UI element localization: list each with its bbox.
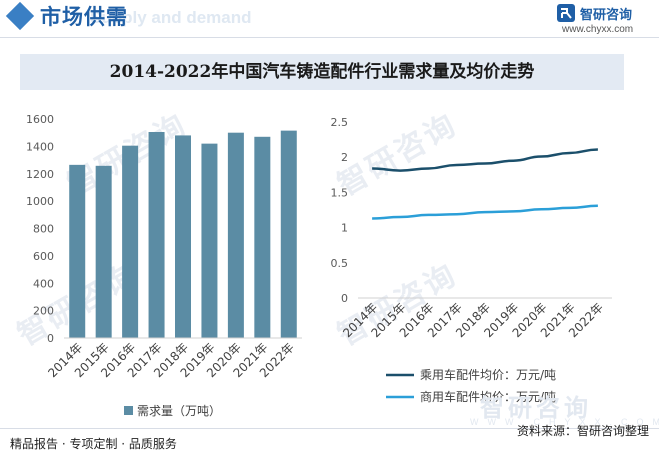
line-y-tick-label: 0 (341, 292, 348, 305)
page-section-title: 市场供需 (40, 5, 128, 29)
demand-bar (95, 165, 112, 338)
chart-title: 2014-2022年中国汽车铸造配件行业需求量及均价走势 (109, 62, 535, 82)
bar-y-tick-label: 800 (33, 223, 54, 236)
footer-watermark: 智研咨询 (480, 394, 592, 422)
demand-bar (254, 136, 271, 338)
price-line-chart: 00.511.522.52014年2015年2016年2017年2018年201… (331, 116, 612, 404)
line-legend-label: 商用车配件均价：万元/吨 (420, 389, 556, 404)
line-y-tick-label: 2 (341, 151, 348, 164)
brand-name: 智研咨询 (580, 8, 633, 23)
demand-bar (175, 135, 191, 338)
bar-legend-label: 需求量（万吨） (137, 404, 221, 418)
bar-y-tick-label: 600 (33, 250, 54, 263)
footer-divider (0, 428, 659, 429)
demand-bar-chart: 020040060080010001200140016002014年2015年2… (26, 113, 302, 418)
page-header: Supply and demand 市场供需 智研咨询 www.chyxx.co… (0, 0, 659, 40)
brand-logo-icon (557, 4, 575, 22)
brand-logo-block: 智研咨询 www.chyxx.com (556, 3, 656, 39)
line-legend-label: 乘用车配件均价：万元/吨 (420, 367, 556, 382)
header-divider (0, 37, 659, 38)
demand-bar (69, 164, 86, 338)
footer-slogan: 精品报告 · 专项定制 · 品质服务 (10, 437, 177, 451)
demand-bar (280, 130, 297, 338)
bar-y-tick-label: 1400 (26, 140, 54, 153)
line-y-tick-label: 1 (341, 222, 348, 235)
commercial-price-line (372, 204, 598, 220)
line-y-tick-label: 1.5 (331, 186, 349, 199)
brand-url: www.chyxx.com (562, 24, 634, 35)
bar-legend-swatch (124, 406, 133, 415)
demand-bar (201, 143, 218, 338)
footer-watermark-url: WWW.CHYXX.COM (470, 417, 659, 427)
chart-title-bar: 2014-2022年中国汽车铸造配件行业需求量及均价走势 (20, 54, 624, 90)
bar-y-tick-label: 400 (33, 277, 54, 290)
section-diamond-icon (5, 1, 35, 31)
line-y-tick-label: 2.5 (331, 116, 349, 129)
demand-bar (148, 132, 165, 338)
demand-bar (122, 145, 139, 338)
demand-bar (227, 132, 244, 338)
bar-y-tick-label: 200 (33, 305, 54, 318)
bar-y-tick-label: 1000 (26, 195, 54, 208)
passenger-price-line (372, 148, 598, 172)
bar-y-tick-label: 1200 (26, 168, 54, 181)
bar-y-tick-label: 0 (47, 332, 54, 345)
bar-y-tick-label: 1600 (26, 113, 54, 126)
data-source-note: 资料来源：智研咨询整理 (516, 424, 649, 438)
line-y-tick-label: 0.5 (331, 257, 349, 270)
header-english-subtitle: Supply and demand (90, 8, 252, 27)
